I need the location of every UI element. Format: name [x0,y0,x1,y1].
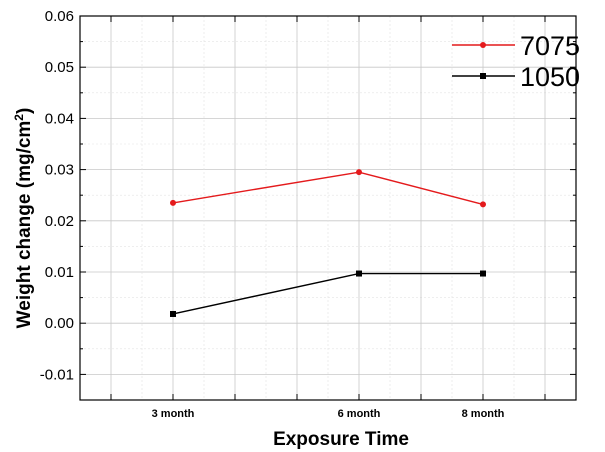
grid-lines [79,15,577,401]
data-point-7075 [170,199,176,206]
x-axis-title: Exposure Time [273,429,409,450]
x-tick-label: 8 month [462,408,505,420]
series-7075 [170,169,486,208]
y-tick-label: 0.02 [45,213,74,230]
data-point-1050 [480,270,486,277]
y-tick-label: 0.06 [45,8,74,25]
x-tick-label: 6 month [338,408,381,420]
y-tick-label: -0.01 [40,366,74,383]
y-axis-title-main: Weight change (mg/cm [14,121,35,329]
y-tick-labels: -0.01 0.00 0.01 0.02 0.03 0.04 0.05 0.06 [40,8,74,383]
y-axis-title: Weight change (mg/cm2) [12,108,35,329]
y-tick-label: 0.03 [45,162,74,179]
y-axis-title-close: ) [14,108,35,114]
legend-label-1050: 1050 [520,62,580,92]
data-point-7075 [356,169,362,176]
y-axis-title-superscript: 2 [12,114,26,121]
y-tick-label: 0.01 [45,264,74,281]
plot-frame [79,15,577,401]
axis-ticks [80,15,576,400]
x-tick-label: 3 month [152,408,195,420]
data-point-7075 [480,201,486,208]
y-tick-label: 0.00 [45,315,74,332]
y-tick-label: 0.05 [45,59,74,76]
series-1050 [170,270,486,317]
data-point-1050 [356,270,362,277]
data-point-1050 [170,310,176,317]
series-layer [170,169,486,317]
legend-label-7075: 7075 [520,31,580,61]
x-tick-labels: 3 month 6 month 8 month [152,408,505,420]
y-tick-label: 0.04 [45,110,74,127]
legend: 7075 1050 [452,31,580,92]
legend-marker-7075 [480,42,486,48]
legend-marker-1050 [480,73,486,79]
